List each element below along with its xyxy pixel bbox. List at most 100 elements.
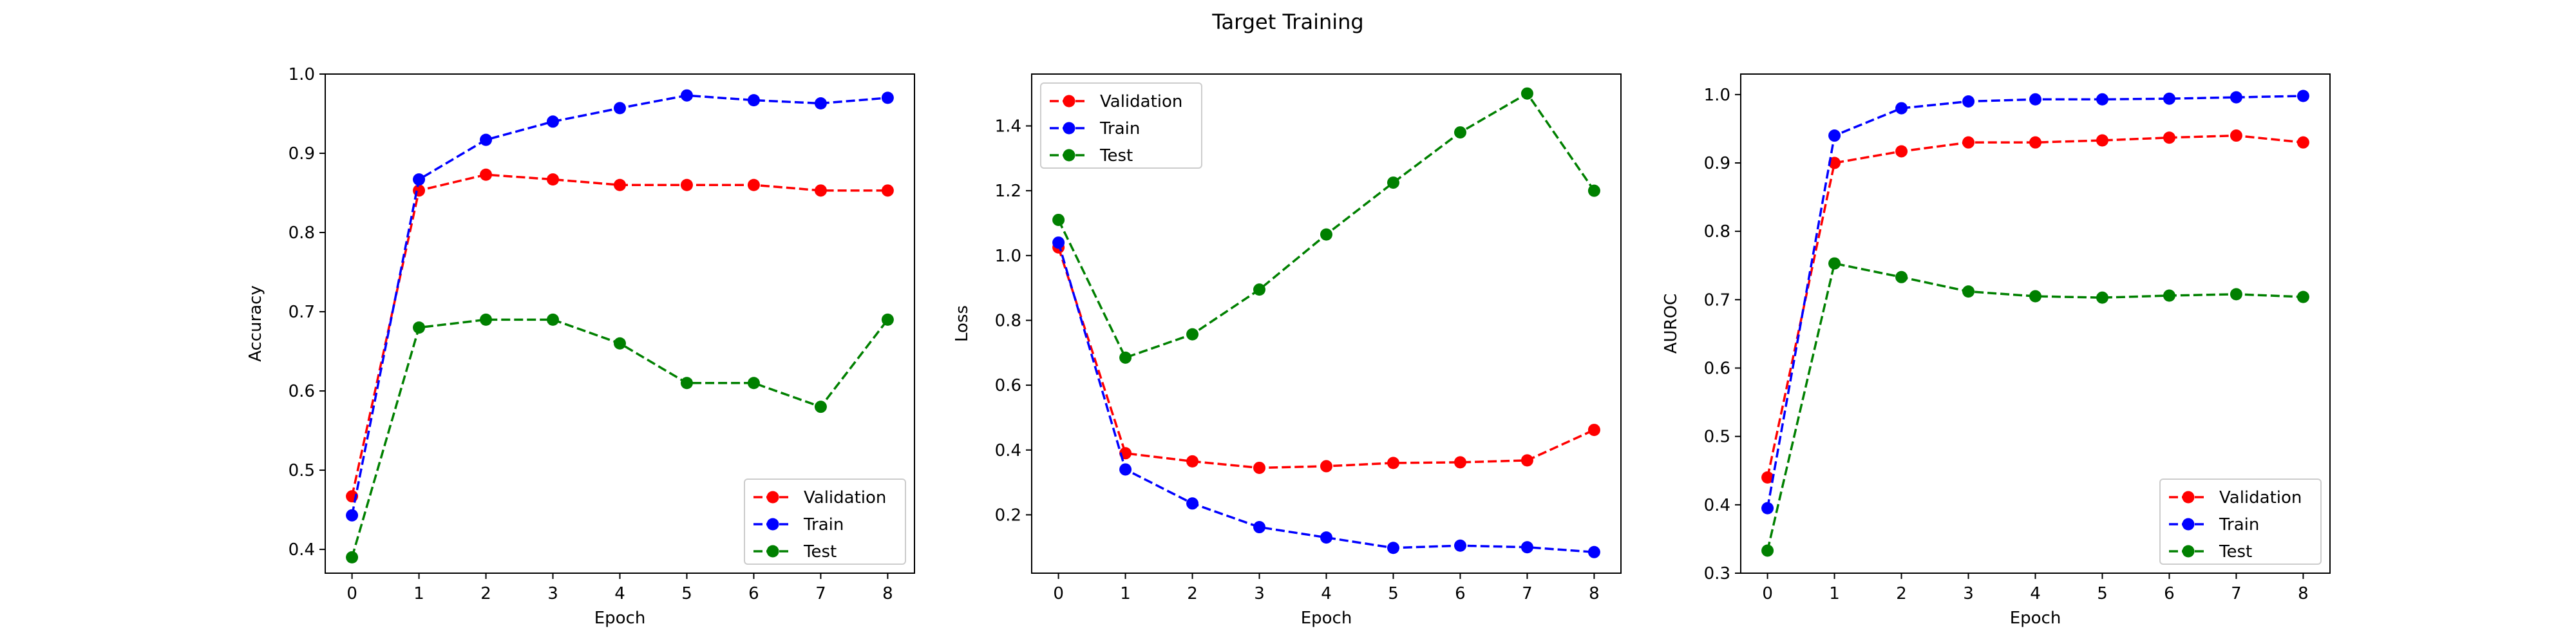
data-point	[346, 551, 359, 564]
y-tick-label: 0.6	[1704, 359, 1730, 379]
data-point	[1253, 461, 1266, 474]
data-point	[1962, 95, 1975, 108]
y-tick-label: 1.4	[995, 117, 1021, 137]
x-tick-label: 7	[1522, 584, 1533, 603]
x-tick-label: 5	[1388, 584, 1399, 603]
data-point	[1895, 145, 1908, 158]
x-tick-label: 0	[1762, 584, 1773, 603]
x-tick-label: 4	[1321, 584, 1332, 603]
data-point	[2230, 129, 2242, 142]
data-point	[2163, 131, 2175, 144]
legend-box	[744, 478, 906, 565]
legend-marker	[2182, 491, 2195, 504]
y-axis-label: Loss	[952, 305, 972, 342]
figure-title: Target Training	[1211, 10, 1363, 34]
data-point	[1895, 270, 1908, 283]
x-tick-label: 7	[815, 584, 826, 603]
data-point	[1454, 126, 1466, 139]
x-tick-label: 8	[882, 584, 893, 603]
legend: Validation Train Test	[1040, 82, 1202, 169]
data-point	[413, 173, 426, 186]
y-tick-label: 0.9	[289, 144, 315, 164]
x-tick-label: 0	[346, 584, 357, 603]
data-point	[2163, 92, 2175, 105]
series-test	[346, 313, 894, 564]
data-point	[1119, 463, 1132, 476]
data-point	[814, 184, 827, 197]
series-train	[1052, 236, 1600, 558]
data-point	[480, 168, 493, 181]
data-point	[1387, 457, 1399, 469]
x-axis-label: Epoch	[1301, 609, 1352, 628]
x-tick-label: 1	[1120, 584, 1131, 603]
y-tick-label: 0.4	[289, 540, 315, 560]
legend-label: Validation	[1100, 92, 1182, 111]
y-axis-label: Accuracy	[246, 285, 265, 362]
y-tick-label: 0.7	[289, 303, 315, 322]
data-point	[2297, 290, 2309, 303]
legend-label: Test	[1099, 146, 1133, 166]
y-tick-label: 0.2	[995, 506, 1021, 525]
y-tick-label: 0.8	[289, 223, 315, 243]
data-point	[2096, 291, 2108, 304]
legend-label: Validation	[804, 488, 886, 507]
legend-label: Train	[1099, 119, 1140, 138]
data-point	[614, 337, 626, 350]
x-axis-label: Epoch	[594, 609, 646, 628]
data-point	[413, 184, 426, 197]
y-tick-label: 0.5	[289, 461, 315, 480]
x-axis-label: Epoch	[2010, 609, 2061, 628]
legend-marker	[1063, 95, 1075, 108]
data-point	[680, 178, 693, 191]
data-point	[680, 377, 693, 390]
x-tick-label: 6	[1455, 584, 1466, 603]
y-tick-label: 0.6	[289, 382, 315, 401]
legend-marker	[2182, 545, 2195, 558]
data-point	[2297, 136, 2309, 149]
y-tick-label: 0.7	[1704, 290, 1730, 310]
data-point	[1520, 541, 1533, 554]
data-point	[1587, 184, 1600, 197]
series-line	[1766, 262, 2304, 551]
data-point	[547, 313, 560, 326]
data-point	[1520, 454, 1533, 467]
data-point	[1119, 351, 1132, 364]
x-tick-label: 7	[2231, 584, 2242, 603]
data-point	[1186, 328, 1199, 341]
data-point	[881, 313, 894, 326]
data-point	[2230, 91, 2242, 104]
data-point	[1253, 283, 1266, 296]
data-point	[881, 184, 894, 197]
data-point	[1454, 539, 1466, 552]
y-tick-label: 0.8	[1704, 222, 1730, 242]
data-point	[2163, 289, 2175, 302]
legend-label: Test	[2219, 542, 2252, 562]
data-point	[881, 91, 894, 104]
data-point	[680, 89, 693, 102]
data-point	[1320, 460, 1332, 473]
x-tick-label: 1	[413, 584, 424, 603]
data-point	[1186, 455, 1199, 468]
y-tick-label: 1.0	[289, 65, 315, 84]
data-point	[1387, 542, 1399, 554]
data-point	[1761, 471, 1774, 484]
series-line	[1057, 242, 1595, 554]
data-point	[747, 94, 760, 107]
y-axis-label: AUROC	[1662, 294, 1681, 354]
y-tick-label: 0.8	[995, 311, 1021, 330]
x-tick-label: 3	[1963, 584, 1974, 603]
y-tick-label: 1.2	[995, 182, 1021, 201]
legend-label: Train	[803, 515, 844, 535]
data-point	[547, 173, 560, 186]
data-point	[1962, 136, 1975, 149]
subplot-2: 0 1 2 3 4 5 6 7 8 0.2 0.4 0.6 0.8 1.0 1.2 1.4 Epoch Loss V…	[952, 73, 1622, 628]
x-tick-label: 2	[1896, 584, 1907, 603]
legend-box	[2159, 478, 2322, 565]
legend-label: Test	[803, 542, 837, 562]
data-point	[1962, 285, 1975, 298]
legend: Validation Train Test	[744, 478, 906, 565]
data-point	[747, 377, 760, 390]
y-tick-label: 0.9	[1704, 154, 1730, 173]
data-point	[1895, 102, 1908, 115]
